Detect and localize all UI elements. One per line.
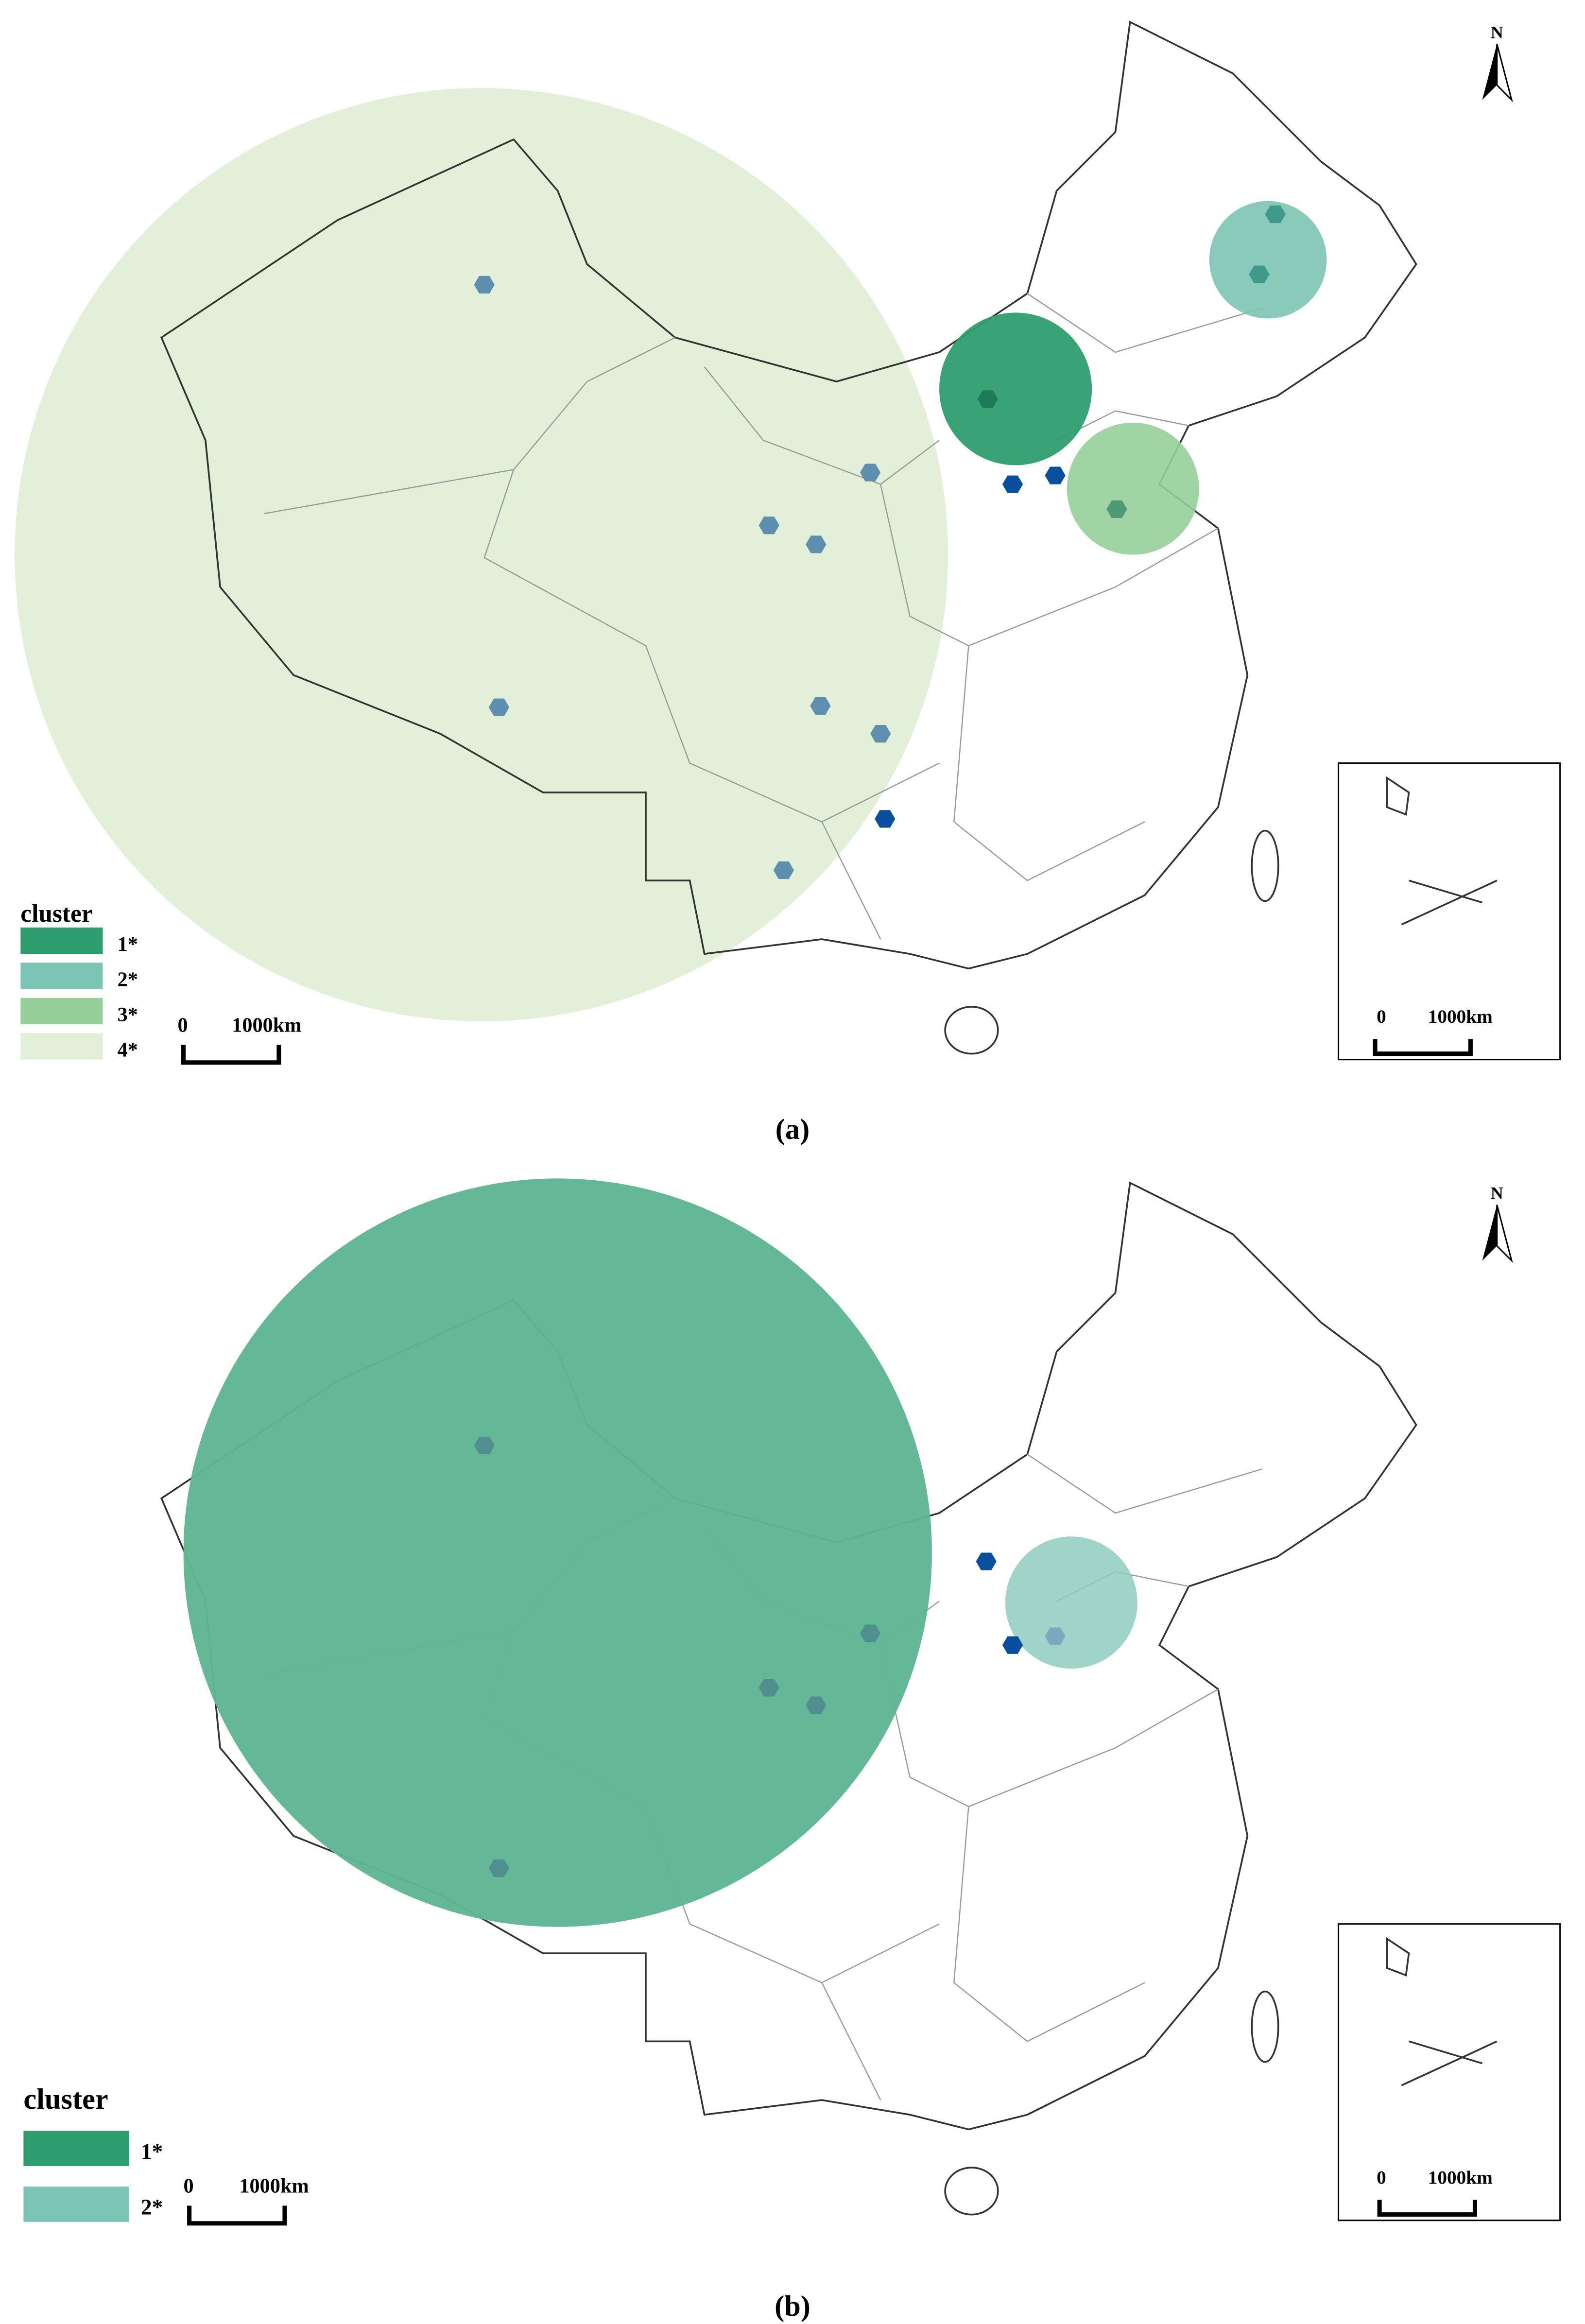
caption: (b) — [775, 2290, 810, 2323]
cluster-area — [939, 312, 1092, 465]
cluster-area — [15, 88, 948, 1022]
legend-title: cluster — [20, 900, 92, 928]
scale-start: 0 — [184, 2174, 194, 2197]
scale-end: 1000km — [1428, 1006, 1493, 1027]
scale-bar — [1373, 1039, 1473, 1056]
scale-start: 0 — [1377, 1006, 1386, 1027]
legend-swatch — [20, 1033, 103, 1060]
legend-swatch — [20, 927, 103, 954]
legend-label: 4* — [118, 1039, 138, 1062]
north-label: N — [1491, 23, 1503, 42]
panel-b: N 0 1000km cluster 1* 2* 0 1000km (b) — [23, 1178, 1561, 2323]
cluster-area — [1067, 422, 1199, 555]
legend-swatch — [23, 2131, 129, 2167]
legend-label: 1* — [141, 2139, 163, 2164]
scale-start: 0 — [1377, 2167, 1386, 2188]
north-arrow — [1482, 1204, 1513, 1261]
scale-start: 0 — [177, 1014, 188, 1036]
panel-a: 0 1000km N cluster 1* 2* 3* 4* 0 1000km … — [15, 21, 1561, 1146]
legend-label: 1* — [118, 933, 138, 956]
caption: (a) — [775, 1113, 810, 1146]
legend-title: cluster — [23, 2083, 108, 2116]
scale-bar — [181, 1045, 281, 1065]
scale-end: 1000km — [1428, 2167, 1493, 2188]
legend-label: 3* — [118, 1003, 138, 1026]
legend-swatch — [23, 2186, 129, 2222]
scale-end: 1000km — [232, 1014, 301, 1036]
legend-swatch — [20, 998, 103, 1025]
legend-label: 2* — [118, 968, 138, 991]
cluster-area — [183, 1178, 932, 1927]
scale-bar — [187, 2205, 287, 2226]
north-arrow — [1482, 43, 1513, 101]
cluster-area — [1209, 201, 1327, 319]
legend-swatch — [20, 963, 103, 989]
legend-label: 2* — [141, 2195, 163, 2220]
scale-end: 1000km — [239, 2174, 309, 2197]
north-label: N — [1491, 1184, 1503, 1203]
scale-bar — [1377, 2200, 1477, 2217]
cluster-area — [1005, 1536, 1137, 1669]
